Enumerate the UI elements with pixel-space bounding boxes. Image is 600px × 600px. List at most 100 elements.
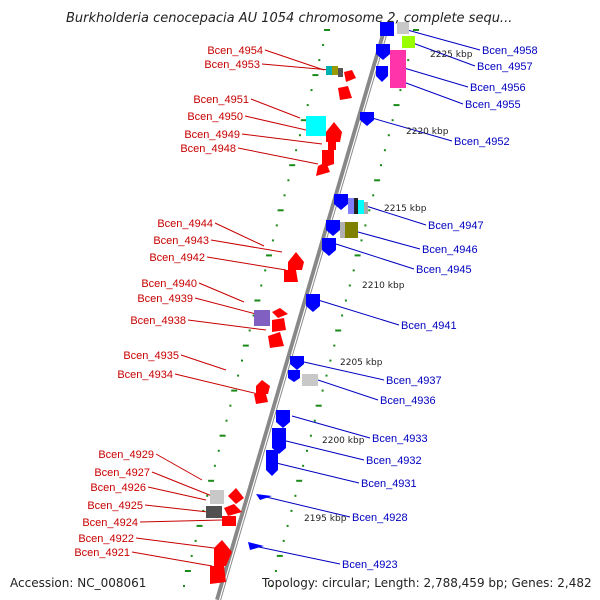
- gene-label[interactable]: Bcen_4957: [477, 61, 533, 73]
- gene-label[interactable]: Bcen_4939: [137, 293, 193, 305]
- gene-arrow-4956[interactable]: [376, 66, 388, 82]
- gene-arrow-4925b[interactable]: [224, 504, 242, 516]
- gene-label[interactable]: Bcen_4952: [454, 136, 510, 148]
- gene-label[interactable]: Bcen_4950: [187, 111, 243, 123]
- gene-arrow-4948c[interactable]: [328, 142, 336, 150]
- tick-mark: [309, 434, 312, 437]
- gene-arrow-4923[interactable]: [248, 542, 264, 550]
- gene-label[interactable]: Bcen_4947: [428, 220, 484, 232]
- gene-arrow-4933a[interactable]: [276, 410, 290, 428]
- gene-arrow-4922[interactable]: [214, 540, 232, 566]
- gene-arrow-4933b[interactable]: [272, 428, 286, 454]
- gene-arrow-4951[interactable]: [338, 86, 352, 100]
- leader-line: [371, 117, 453, 142]
- gene-block-4956[interactable]: [390, 50, 406, 88]
- gene-arrow-4947a[interactable]: [334, 194, 348, 210]
- gene-arrow-4932[interactable]: [266, 450, 278, 476]
- gene-block-4958b[interactable]: [397, 22, 409, 34]
- gene-label[interactable]: Bcen_4955: [465, 99, 521, 111]
- gene-label[interactable]: Bcen_4923: [342, 559, 398, 571]
- gene-arrow-4937b[interactable]: [288, 370, 300, 382]
- gene-label[interactable]: Bcen_4943: [153, 235, 209, 247]
- gene-arrow-4934[interactable]: [256, 380, 270, 394]
- gene-arrow-4928[interactable]: [256, 494, 272, 500]
- tick-mark: [241, 359, 243, 362]
- gene-block-4936[interactable]: [302, 374, 318, 386]
- gene-strip-4953[interactable]: [326, 66, 332, 75]
- tick-mark: [248, 329, 251, 332]
- gene-label[interactable]: Bcen_4958: [482, 45, 538, 57]
- gene-label[interactable]: Bcen_4926: [90, 482, 146, 494]
- gene-label[interactable]: Bcen_4935: [123, 350, 179, 362]
- gene-arrow-4934b[interactable]: [254, 394, 268, 404]
- gene-label[interactable]: Bcen_4942: [149, 252, 205, 264]
- gene-arrow-4954[interactable]: [344, 70, 356, 82]
- gene-label[interactable]: Bcen_4938: [130, 315, 186, 327]
- gene-label[interactable]: Bcen_4949: [184, 129, 240, 141]
- gene-block-4946[interactable]: [344, 222, 358, 238]
- gene-arrow-4952[interactable]: [360, 112, 374, 126]
- gene-arrow-4924[interactable]: [222, 516, 236, 526]
- accession-text: Accession: NC_008061: [10, 576, 146, 590]
- leader-line: [241, 133, 323, 145]
- gene-arrow-4938c[interactable]: [268, 332, 284, 348]
- gene-block-4950[interactable]: [306, 116, 326, 136]
- gene-block-4957[interactable]: [402, 36, 415, 48]
- gene-arrow-4937a[interactable]: [290, 356, 304, 370]
- gene-arrow-4926[interactable]: [228, 488, 244, 504]
- gene-strip-4953c[interactable]: [338, 68, 343, 77]
- gene-label[interactable]: Bcen_4921: [74, 547, 130, 559]
- gene-label[interactable]: Bcen_4934: [117, 369, 173, 381]
- gene-label[interactable]: Bcen_4944: [157, 218, 213, 230]
- gene-block-4925[interactable]: [206, 506, 222, 518]
- gene-arrow-4939[interactable]: [272, 308, 288, 318]
- gene-block-4947[interactable]: [348, 198, 354, 214]
- gene-block-4958[interactable]: [380, 22, 394, 36]
- gene-label[interactable]: Bcen_4932: [366, 455, 422, 467]
- gene-block-4947c[interactable]: [358, 200, 364, 214]
- gene-block-4946b[interactable]: [340, 222, 345, 238]
- gene-label[interactable]: Bcen_4956: [470, 82, 526, 94]
- tick-mark: [399, 89, 402, 92]
- gene-label[interactable]: Bcen_4928: [352, 512, 408, 524]
- gene-strip-4953b[interactable]: [332, 66, 338, 75]
- leader-line: [403, 67, 469, 88]
- gene-arrow-4945[interactable]: [322, 238, 336, 256]
- tick-mark: [290, 509, 293, 512]
- gene-label[interactable]: Bcen_4927: [94, 467, 150, 479]
- gene-label[interactable]: Bcen_4933: [372, 433, 428, 445]
- gene-label[interactable]: Bcen_4924: [82, 517, 138, 529]
- tick-mark: [372, 194, 375, 197]
- gene-label[interactable]: Bcen_4940: [141, 278, 197, 290]
- gene-arrow-4942b[interactable]: [284, 270, 298, 282]
- gene-block-4947b[interactable]: [354, 198, 358, 214]
- tick-mark: [315, 404, 322, 407]
- gene-block-4938[interactable]: [254, 310, 270, 326]
- gene-arrow-4938b[interactable]: [272, 318, 286, 332]
- gene-label[interactable]: Bcen_4953: [204, 59, 260, 71]
- leader-line: [135, 537, 215, 549]
- gene-label[interactable]: Bcen_4941: [401, 320, 457, 332]
- gene-label[interactable]: Bcen_4936: [380, 395, 436, 407]
- gene-label[interactable]: Bcen_4946: [422, 244, 478, 256]
- gene-arrow-4957[interactable]: [376, 44, 390, 60]
- gene-arrow-4941[interactable]: [306, 294, 320, 312]
- gene-arrow-4948b[interactable]: [316, 162, 330, 176]
- gene-label[interactable]: Bcen_4925: [87, 500, 143, 512]
- gene-label[interactable]: Bcen_4945: [416, 264, 472, 276]
- gene-arrow-4946a[interactable]: [326, 220, 340, 236]
- gene-label[interactable]: Bcen_4951: [193, 94, 249, 106]
- gene-arrow-4942[interactable]: [288, 252, 304, 270]
- gene-block-4947d[interactable]: [364, 202, 368, 214]
- gene-block-4927[interactable]: [210, 490, 224, 504]
- gene-label[interactable]: Bcen_4937: [386, 375, 442, 387]
- gene-label[interactable]: Bcen_4922: [78, 533, 134, 545]
- tick-mark: [364, 224, 367, 227]
- gene-label[interactable]: Bcen_4948: [180, 143, 236, 155]
- gene-label[interactable]: Bcen_4931: [361, 478, 417, 490]
- gene-label[interactable]: Bcen_4954: [207, 45, 263, 57]
- gene-label[interactable]: Bcen_4929: [98, 449, 154, 461]
- leader-line: [210, 239, 283, 253]
- gene-arrow-4921[interactable]: [210, 566, 226, 584]
- gene-arrow-4949[interactable]: [326, 122, 342, 142]
